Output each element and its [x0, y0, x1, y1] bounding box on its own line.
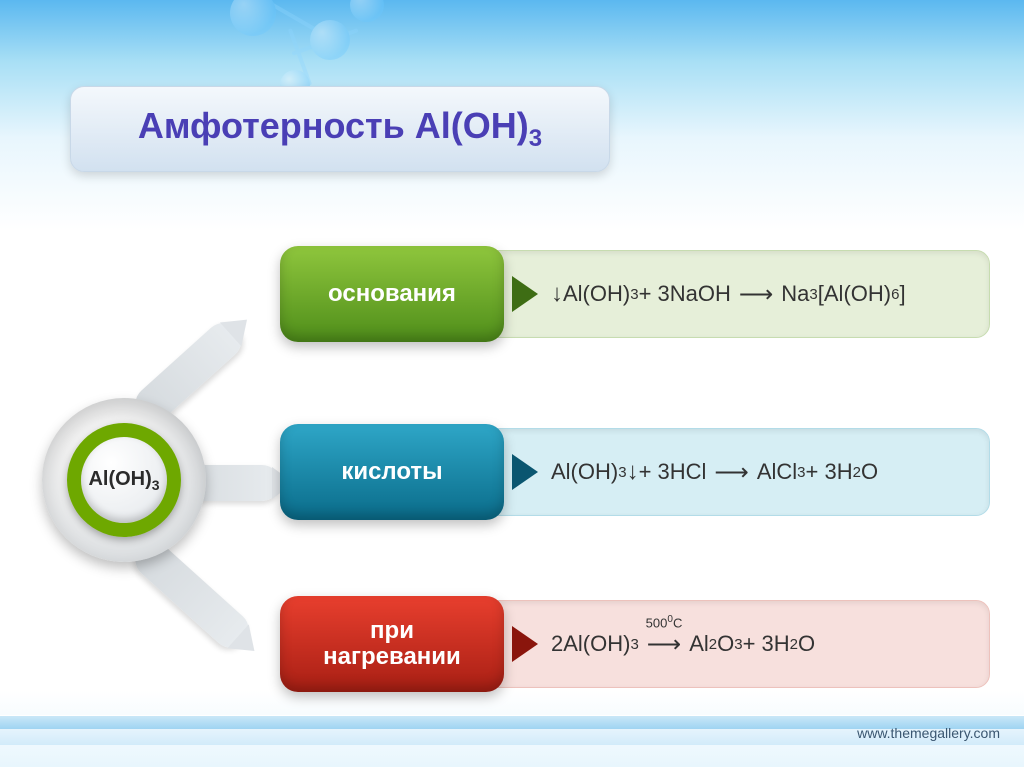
slide-title: Амфотерность Al(OH)3 — [70, 86, 610, 172]
row-label-bases: основания — [280, 246, 504, 342]
row-wedge-acids — [512, 454, 538, 490]
reaction-row-bases: ↓Al(OH)3 + 3NaOH⟶ Na3[Al(OH)6]основания — [280, 246, 990, 342]
row-label-heating: принагревании — [280, 596, 504, 692]
reaction-row-heating: 2Al(OH)35000C⟶ Al2O3 + 3H2Oпринагревании — [280, 596, 990, 692]
row-wedge-heating — [512, 626, 538, 662]
hub-ring: Al(OH)3 — [67, 423, 181, 537]
title-text: Амфотерность Al(OH) — [138, 105, 529, 146]
footer-url: www.themegallery.com — [857, 725, 1000, 741]
reaction-row-acids: Al(OH)3↓+ 3HCl ⟶ AlCl3 + 3H2Oкислоты — [280, 424, 990, 520]
hub-circle: Al(OH)3 — [42, 398, 206, 562]
row-wedge-bases — [512, 276, 538, 312]
row-label-acids: кислоты — [280, 424, 504, 520]
title-subscript: 3 — [529, 125, 542, 152]
hub-formula: Al(OH) — [88, 468, 151, 490]
hub-formula-sub: 3 — [152, 477, 160, 493]
